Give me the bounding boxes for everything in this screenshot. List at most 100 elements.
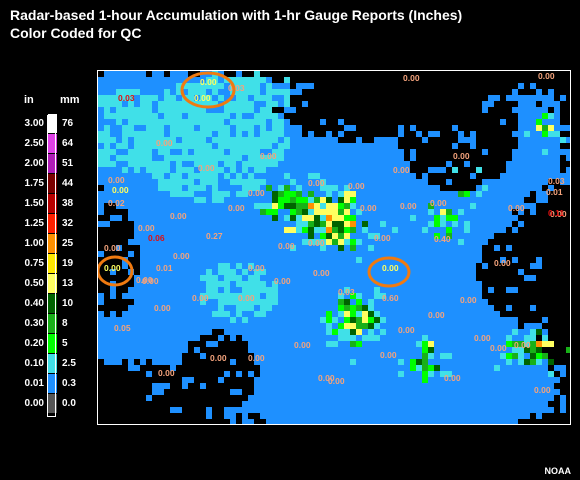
precip-cell [368,245,374,251]
precip-cell [380,389,386,395]
precip-cell [188,125,194,131]
precip-cell [266,179,272,185]
precip-cell [206,257,212,263]
precip-cell [482,407,488,413]
precip-cell [398,383,404,389]
precip-cell [560,179,566,185]
precip-cell [386,317,392,323]
precip-cell [164,143,170,149]
precip-cell [494,395,500,401]
precip-cell [188,251,194,257]
precip-cell [206,251,212,257]
precip-cell [122,119,128,125]
precip-cell [500,347,506,353]
precip-cell [428,365,434,371]
precip-cell [164,215,170,221]
precip-cell [122,173,128,179]
precip-cell [458,383,464,389]
precip-cell [134,281,140,287]
precip-cell [428,203,434,209]
precip-cell [326,227,332,233]
precip-cell [440,275,446,281]
precip-cell [122,197,128,203]
gauge-report-value: 0.27 [206,231,223,241]
gauge-report-value: 0.03 [118,93,135,103]
precip-cell [458,131,464,137]
precip-cell [392,179,398,185]
precip-cell [182,239,188,245]
precip-cell [368,329,374,335]
precip-cell [386,209,392,215]
precip-cell [332,161,338,167]
precip-cell [530,305,536,311]
precip-cell [248,305,254,311]
precip-cell [356,245,362,251]
precip-cell [536,263,542,269]
precip-cell [404,233,410,239]
precip-cell [422,419,428,424]
precip-cell [458,191,464,197]
precip-cell [338,311,344,317]
precip-cell [398,305,404,311]
precip-cell [314,311,320,317]
precip-cell [140,161,146,167]
precip-cell [314,257,320,263]
precip-cell [242,209,248,215]
precip-cell [152,221,158,227]
precip-cell [404,299,410,305]
precip-cell [524,389,530,395]
precip-cell [386,293,392,299]
precip-cell [488,341,494,347]
precip-cell [464,389,470,395]
legend-swatch [48,274,57,293]
precip-cell [404,185,410,191]
precip-cell [326,257,332,263]
precip-cell [392,293,398,299]
precip-cell [206,161,212,167]
precip-cell [116,359,122,365]
precip-cell [266,257,272,263]
precip-cell [266,209,272,215]
gauge-report-value: 0.00 [308,238,325,248]
precip-cell [392,371,398,377]
precip-cell [98,95,104,101]
precip-cell [326,173,332,179]
precip-cell [434,263,440,269]
precip-cell [272,113,278,119]
precip-cell [146,323,152,329]
precip-cell [200,317,206,323]
gauge-report-value: 0.00 [156,138,173,148]
precip-cell [404,161,410,167]
precip-cell [170,323,176,329]
precip-cell [218,323,224,329]
precip-cell [500,341,506,347]
precip-cell [182,203,188,209]
precip-cell [254,227,260,233]
precip-cell [182,329,188,335]
precip-cell [314,377,320,383]
precip-cell [554,137,560,143]
precip-cell [206,209,212,215]
precip-cell [410,353,416,359]
precip-cell [368,401,374,407]
precip-cell [494,191,500,197]
precip-cell [494,329,500,335]
precip-cell [122,143,128,149]
precip-cell [242,173,248,179]
precip-cell [344,239,350,245]
precip-cell [164,347,170,353]
precip-cell [260,209,266,215]
precip-cell [458,413,464,419]
precip-cell [212,227,218,233]
precip-cell [512,191,518,197]
precip-cell [416,419,422,424]
legend-inches-label: 2.50 [24,138,44,149]
precip-cell [416,263,422,269]
precip-cell [470,317,476,323]
precip-cell [182,119,188,125]
precip-cell [98,251,104,257]
precip-cell [110,269,116,275]
gauge-report-value: 0.00 [348,181,365,191]
precip-cell [272,263,278,269]
precip-cell [380,251,386,257]
